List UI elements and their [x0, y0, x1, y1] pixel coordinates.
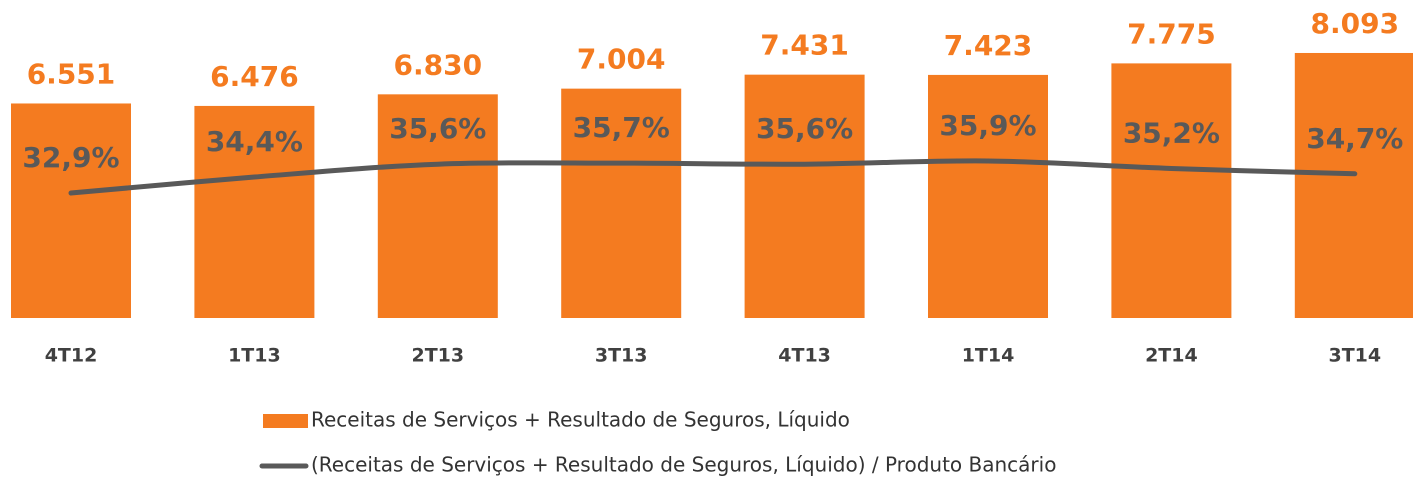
x-tick-label: 4T13 — [778, 345, 831, 367]
x-tick-label: 4T12 — [45, 345, 98, 367]
bar-value-label: 7.775 — [1127, 17, 1216, 50]
bar — [194, 105, 315, 318]
legend-swatch — [263, 414, 308, 428]
bar-value-label: 6.476 — [210, 60, 299, 93]
x-tick-label: 3T14 — [1328, 345, 1381, 367]
bar-value-label: 6.830 — [394, 48, 483, 81]
x-tick-label: 1T13 — [228, 345, 281, 367]
line-value-label: 34,7% — [1306, 122, 1403, 155]
bar-value-label: 7.004 — [577, 43, 666, 76]
line-value-label: 34,4% — [206, 125, 303, 158]
x-tick-label: 2T14 — [1145, 345, 1198, 367]
line-value-label: 35,9% — [939, 109, 1036, 142]
legend-label: (Receitas de Serviços + Resultado de Seg… — [311, 453, 1056, 477]
bar — [744, 74, 865, 318]
bar — [928, 74, 1048, 318]
x-tick-label: 3T13 — [595, 345, 648, 367]
ratio-line — [68, 158, 1358, 196]
line-value-label: 32,9% — [22, 141, 119, 174]
bar — [377, 94, 498, 318]
bar — [11, 103, 131, 318]
bar-value-label: 6.551 — [27, 57, 116, 90]
bar-value-label: 8.093 — [1311, 7, 1400, 40]
bar — [1294, 52, 1413, 319]
x-tick-label: 1T14 — [962, 345, 1015, 367]
line-value-label: 35,2% — [1123, 116, 1220, 149]
bar — [561, 88, 682, 318]
x-tick-label: 2T13 — [411, 345, 464, 367]
legend-label: Receitas de Serviços + Resultado de Segu… — [311, 408, 850, 432]
line-value-label: 35,6% — [756, 112, 853, 145]
bar-value-label: 7.431 — [760, 29, 849, 62]
line-value-label: 35,6% — [389, 112, 486, 145]
line-value-label: 35,7% — [573, 111, 670, 144]
bar-value-label: 7.423 — [944, 29, 1033, 62]
bar — [1111, 63, 1232, 319]
